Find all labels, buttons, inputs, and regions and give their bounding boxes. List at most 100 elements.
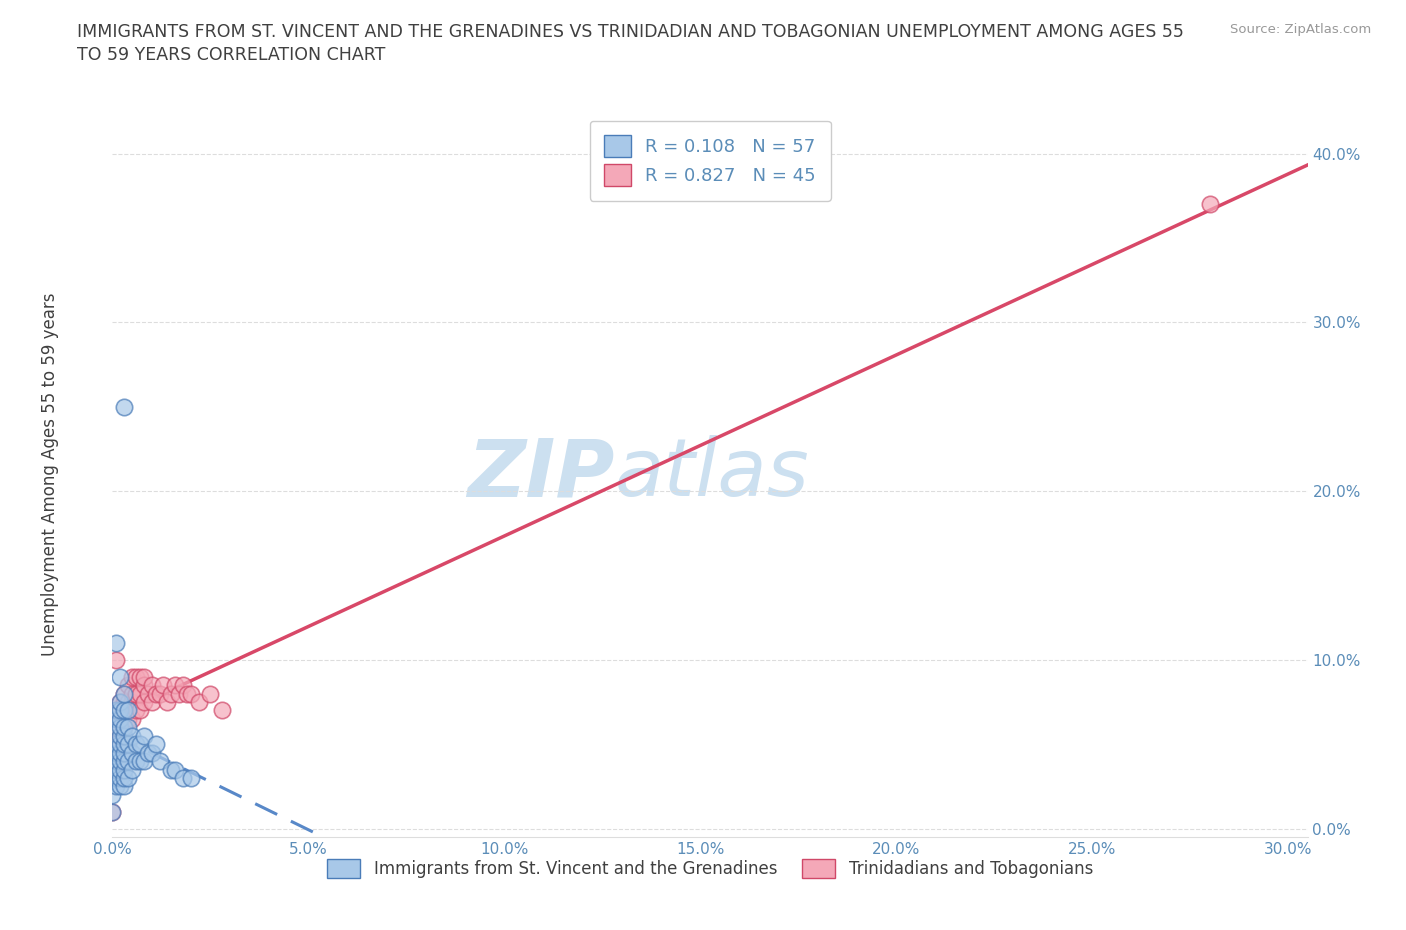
Point — [105, 771, 128, 786]
Point — [112, 745, 135, 760]
Point — [110, 711, 132, 726]
Point — [110, 670, 132, 684]
Point — [141, 745, 163, 760]
Point — [112, 737, 135, 751]
Point — [172, 678, 194, 693]
Point — [112, 686, 135, 701]
Point — [121, 728, 143, 743]
Point — [117, 703, 139, 718]
Point — [172, 771, 194, 786]
Point — [129, 686, 152, 701]
Point — [112, 771, 135, 786]
Point — [110, 720, 132, 735]
Point — [112, 728, 135, 743]
Point — [110, 695, 132, 710]
Point — [105, 753, 128, 768]
Point — [105, 635, 128, 650]
Point — [105, 779, 128, 794]
Point — [112, 695, 135, 710]
Point — [148, 753, 170, 768]
Point — [112, 720, 135, 735]
Point — [160, 762, 183, 777]
Point — [117, 753, 139, 768]
Point — [112, 703, 135, 718]
Point — [110, 711, 132, 726]
Point — [121, 762, 143, 777]
Text: ZIP: ZIP — [467, 435, 614, 513]
Point — [200, 686, 222, 701]
Point — [117, 678, 139, 693]
Point — [125, 686, 148, 701]
Point — [136, 745, 159, 760]
Point — [112, 762, 135, 777]
Point — [121, 745, 143, 760]
Point — [141, 678, 163, 693]
Point — [180, 686, 202, 701]
Point — [152, 678, 174, 693]
Point — [145, 686, 167, 701]
Point — [125, 670, 148, 684]
Point — [110, 745, 132, 760]
Point — [121, 711, 143, 726]
Point — [101, 804, 124, 819]
Point — [117, 720, 139, 735]
Text: IMMIGRANTS FROM ST. VINCENT AND THE GRENADINES VS TRINIDADIAN AND TOBAGONIAN UNE: IMMIGRANTS FROM ST. VINCENT AND THE GREN… — [77, 23, 1184, 41]
Point — [132, 670, 155, 684]
Point — [105, 737, 128, 751]
Point — [101, 804, 124, 819]
Point — [121, 670, 143, 684]
Point — [105, 745, 128, 760]
Point — [110, 728, 132, 743]
Point — [112, 399, 135, 414]
Point — [132, 728, 155, 743]
Point — [129, 670, 152, 684]
Point — [110, 771, 132, 786]
Point — [121, 695, 143, 710]
Point — [112, 703, 135, 718]
Point — [180, 771, 202, 786]
Point — [105, 762, 128, 777]
Point — [105, 653, 128, 668]
Point — [125, 753, 148, 768]
Point — [160, 686, 183, 701]
Point — [110, 728, 132, 743]
Point — [110, 753, 132, 768]
Point — [129, 703, 152, 718]
Point — [165, 678, 187, 693]
Point — [117, 695, 139, 710]
Point — [125, 703, 148, 718]
Point — [110, 703, 132, 718]
Point — [110, 762, 132, 777]
Text: Source: ZipAtlas.com: Source: ZipAtlas.com — [1230, 23, 1371, 36]
Text: atlas: atlas — [614, 435, 810, 513]
Point — [105, 737, 128, 751]
Point — [110, 779, 132, 794]
Point — [112, 720, 135, 735]
Point — [110, 695, 132, 710]
Point — [132, 695, 155, 710]
Point — [112, 779, 135, 794]
Point — [105, 720, 128, 735]
Point — [105, 720, 128, 735]
Point — [141, 695, 163, 710]
Point — [148, 686, 170, 701]
Point — [112, 686, 135, 701]
Point — [110, 737, 132, 751]
Point — [132, 753, 155, 768]
Point — [121, 686, 143, 701]
Point — [112, 753, 135, 768]
Point — [167, 686, 190, 701]
Point — [156, 695, 179, 710]
Point — [105, 711, 128, 726]
Point — [132, 678, 155, 693]
Point — [176, 686, 198, 701]
Point — [1198, 197, 1220, 212]
Point — [211, 703, 233, 718]
Point — [117, 737, 139, 751]
Point — [117, 711, 139, 726]
Point — [105, 703, 128, 718]
Y-axis label: Unemployment Among Ages 55 to 59 years: Unemployment Among Ages 55 to 59 years — [41, 293, 59, 656]
Legend: Immigrants from St. Vincent and the Grenadines, Trinidadians and Tobagonians: Immigrants from St. Vincent and the Gren… — [319, 851, 1101, 886]
Point — [129, 753, 152, 768]
Point — [165, 762, 187, 777]
